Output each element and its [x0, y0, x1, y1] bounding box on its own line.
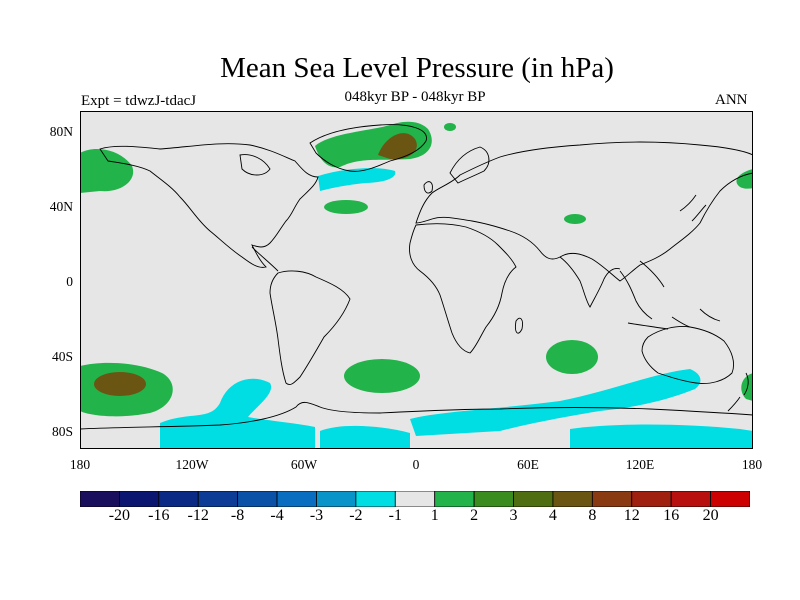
- coast-eurasia: [415, 141, 753, 282]
- coast-antarctica: [80, 401, 753, 430]
- lat-tick-label: 40N: [49, 199, 73, 214]
- colorbar-label: 16: [663, 507, 680, 524]
- coast-north-america: [99, 143, 319, 268]
- coast-japan: [679, 194, 707, 222]
- lon-tick-label: 0: [412, 457, 420, 472]
- experiment-label: Expt = tdwzJ-tdacJ: [81, 93, 197, 109]
- coast-australia: [641, 326, 735, 384]
- map-frame: [80, 111, 753, 449]
- lon-tick-label: 120W: [175, 457, 209, 472]
- colorbar-label: -20: [108, 507, 131, 524]
- colorbar-label: 12: [623, 507, 640, 524]
- colorbar-label: -4: [270, 507, 284, 524]
- colorbar-swatch: [316, 491, 357, 507]
- coast-south-america: [269, 270, 351, 386]
- coast-central-america: [251, 246, 279, 272]
- colorbar-swatch: [158, 491, 199, 507]
- lon-tick-label: 120E: [625, 457, 655, 472]
- colorbar-label: -12: [187, 507, 209, 524]
- coast-india: [559, 256, 621, 308]
- anomaly-antarctic-cyan-west: [320, 425, 410, 449]
- lon-tick-label: 60W: [290, 457, 318, 472]
- colorbar-label: 8: [588, 507, 597, 524]
- colorbar-label: 4: [548, 507, 557, 524]
- anomaly-north-atlantic: [318, 168, 396, 191]
- colorbar-swatch: [710, 491, 750, 507]
- chart-title: Mean Sea Level Pressure (in hPa): [220, 52, 614, 84]
- colorbar-swatch: [276, 491, 317, 507]
- colorbar-swatch: [513, 491, 554, 507]
- colorbar-swatch: [670, 491, 711, 507]
- colorbar-swatch: [631, 491, 672, 507]
- colorbar-label: 3: [509, 507, 518, 524]
- anomaly-south-atlantic: [344, 359, 420, 393]
- colorbar-swatch: [80, 491, 120, 507]
- colorbar-swatch: [394, 491, 436, 507]
- colorbar-label: 20: [702, 507, 719, 524]
- lon-tick-label: 180: [69, 457, 91, 472]
- colorbar: [80, 491, 750, 507]
- colorbar-label: -3: [309, 507, 324, 524]
- lat-tick-label: 80N: [49, 124, 73, 139]
- colorbar-label: 2: [470, 507, 479, 524]
- anomaly-south-indian: [546, 340, 598, 374]
- lon-tick-label: 60E: [517, 457, 539, 472]
- colorbar-swatch: [473, 491, 514, 507]
- colorbar-label: -2: [349, 507, 363, 524]
- lat-tick-label: 80S: [51, 424, 73, 439]
- coast-scandinavia: [449, 146, 490, 184]
- colorbar-swatch: [237, 491, 278, 507]
- anomaly-southern-ocean-cyan: [410, 369, 701, 436]
- colorbar-swatch: [355, 491, 396, 507]
- coast-britain: [423, 181, 433, 194]
- anomaly-alaska: [80, 149, 134, 193]
- colorbar-label: -1: [388, 507, 402, 524]
- coast-madagascar: [515, 317, 523, 334]
- colorbar-swatch: [119, 491, 160, 507]
- anomaly-central-atlantic: [324, 200, 368, 214]
- period-subtitle: 048kyr BP - 048kyr BP: [344, 89, 486, 105]
- world-map: [80, 111, 753, 449]
- colorbar-swatch: [591, 491, 633, 507]
- colorbar-swatch: [197, 491, 239, 507]
- lat-tick-label: 0: [66, 274, 73, 289]
- anomaly-south-pacific-core: [94, 372, 146, 396]
- anomaly-antarctic-cyan: [570, 424, 753, 449]
- coast-greenland: [309, 124, 427, 172]
- season-label: ANN: [715, 92, 748, 108]
- coast-se-asia: [619, 260, 665, 320]
- lon-tick-label: 180: [741, 457, 763, 472]
- anomaly-southern-pacific-cyan: [160, 378, 315, 449]
- coastlines: [80, 124, 753, 430]
- coast-africa: [409, 223, 517, 354]
- colorbar-label: 1: [430, 507, 439, 524]
- colorbar-label: -16: [148, 507, 170, 524]
- colorbar-swatch: [434, 491, 475, 507]
- coast-hudson: [239, 154, 271, 176]
- anomaly-greenland-peak: [378, 133, 417, 160]
- coast-new-zealand: [727, 372, 749, 412]
- anomaly-caspian: [564, 214, 586, 224]
- lat-tick-label: 40S: [51, 349, 73, 364]
- colorbar-label: -8: [230, 507, 245, 524]
- colorbar-swatch: [552, 491, 593, 507]
- anomaly-north-small: [444, 123, 456, 131]
